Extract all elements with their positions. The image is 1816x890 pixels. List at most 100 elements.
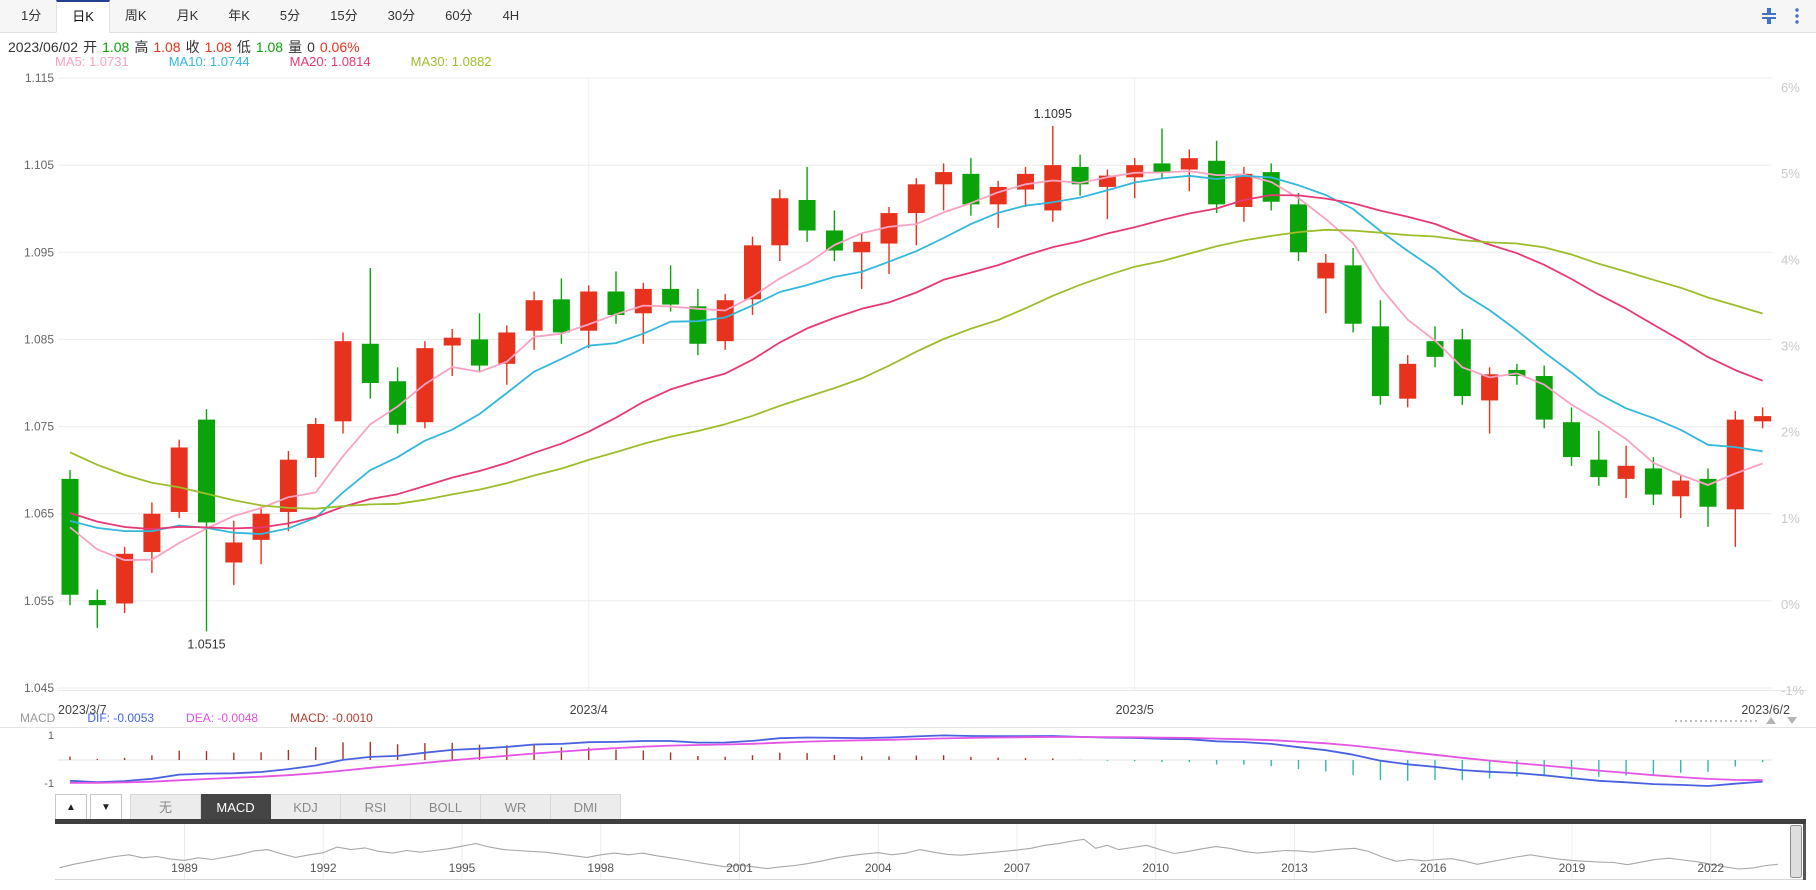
candle[interactable]	[1262, 163, 1280, 211]
candle[interactable]	[1290, 193, 1307, 261]
timeframe-tab-9[interactable]: 4H	[502, 8, 520, 23]
candle[interactable]	[1590, 430, 1608, 486]
candle[interactable]	[361, 267, 379, 399]
navigator-year-label: 2022	[1697, 861, 1724, 875]
candle[interactable]	[525, 291, 543, 350]
timeframe-tab-6[interactable]: 15分	[330, 8, 358, 23]
candle[interactable]	[1044, 125, 1062, 222]
pct-axis-label: 2%	[1781, 425, 1800, 440]
candle[interactable]	[962, 158, 980, 216]
candle[interactable]	[61, 470, 79, 606]
candle[interactable]	[1126, 158, 1144, 199]
candle[interactable]	[825, 210, 843, 261]
candle[interactable]	[1672, 474, 1690, 519]
indicator-tab-wr[interactable]: WR	[481, 794, 551, 820]
candle[interactable]	[1071, 154, 1089, 196]
timeframe-tab-0[interactable]: 1分	[21, 8, 42, 23]
candle[interactable]	[1754, 407, 1772, 429]
quote-part: 1.08	[255, 39, 284, 55]
navigator-year-label: 2019	[1559, 861, 1586, 875]
pct-axis-label: 3%	[1781, 339, 1800, 354]
candle[interactable]	[389, 367, 407, 434]
indicator-scroll-up-button[interactable]: ▲	[55, 794, 87, 820]
timeframe-tab-8[interactable]: 60分	[445, 8, 473, 23]
candle[interactable]	[279, 450, 297, 532]
candle[interactable]	[880, 206, 898, 275]
main-candle-chart[interactable]: 1.115 1.105 1.095 1.085 1.075 1.065 1.055 1.045…	[0, 70, 1816, 727]
candle[interactable]	[1344, 247, 1362, 333]
candle[interactable]	[252, 506, 270, 565]
candle[interactable]	[798, 166, 816, 242]
candle[interactable]	[498, 325, 516, 385]
quote-part: 开	[83, 39, 98, 55]
indicator-tab-boll[interactable]: BOLL	[411, 794, 481, 820]
candle[interactable]	[170, 439, 188, 519]
candle[interactable]	[225, 520, 243, 586]
candle[interactable]	[1399, 355, 1417, 408]
candle[interactable]	[1481, 367, 1499, 434]
candle[interactable]	[116, 546, 134, 614]
range-down-icon[interactable]	[1787, 717, 1797, 724]
indicator-tab-kdj[interactable]: KDJ	[271, 794, 341, 820]
candle[interactable]	[1208, 140, 1226, 214]
candle[interactable]	[580, 285, 598, 349]
timeframe-tab-7[interactable]: 30分	[387, 8, 416, 23]
candle[interactable]	[307, 417, 325, 478]
candle[interactable]	[143, 502, 161, 573]
indicator-scroll-down-button[interactable]: ▼	[90, 794, 122, 820]
timeframe-tab-5[interactable]: 5分	[279, 8, 301, 23]
timeframe-tab-4[interactable]: 年K	[228, 8, 250, 23]
dea-line	[69, 736, 1763, 784]
candle[interactable]	[1617, 445, 1635, 499]
candle[interactable]	[744, 236, 761, 316]
candle[interactable]	[853, 233, 871, 289]
candle[interactable]	[334, 332, 352, 434]
ma-legend-item-ma10: MA10: 1.0744	[168, 54, 250, 69]
range-up-icon[interactable]	[1766, 717, 1776, 724]
macd-part: MACD	[20, 711, 56, 725]
candle[interactable]	[907, 178, 925, 246]
ma-legend-item-ma30: MA30: 1.0882	[410, 54, 492, 69]
candle[interactable]	[1371, 300, 1389, 405]
candle[interactable]	[1535, 365, 1553, 429]
indicator-tab-macd[interactable]: MACD	[201, 794, 271, 820]
quote-part: 0	[307, 39, 315, 55]
candle[interactable]	[1644, 457, 1662, 505]
candle[interactable]	[1726, 410, 1744, 547]
macd-part: DIF: -0.0053	[87, 711, 155, 725]
navigator-history-line	[59, 838, 1778, 870]
navigator-slider-handle[interactable]	[1790, 825, 1802, 878]
navigator-year-label: 2007	[1004, 861, 1031, 875]
candle[interactable]	[989, 180, 1007, 228]
navigator-chart[interactable]: 1989 1992 1995 1998 2001 2004 2007 2010 2013 2016…	[55, 824, 1806, 880]
timeframe-tab-3[interactable]: 月K	[176, 8, 199, 23]
candle[interactable]	[88, 589, 106, 628]
dif-line	[69, 734, 1763, 787]
indicator-tab-dmi[interactable]: DMI	[551, 794, 621, 820]
candle[interactable]	[1699, 468, 1717, 527]
candle[interactable]	[662, 265, 680, 312]
candle[interactable]	[1317, 254, 1335, 314]
timeframe-tab-2[interactable]: 周K	[124, 8, 147, 23]
candle[interactable]	[471, 313, 488, 373]
macd-axis-label: 1	[48, 730, 54, 742]
candle[interactable]	[198, 409, 215, 632]
candle[interactable]	[935, 163, 953, 211]
ma-legend-item-ma5: MA5: 1.0731	[55, 54, 129, 69]
indicator-tab-rsi[interactable]: RSI	[341, 794, 411, 820]
ma10-line	[69, 174, 1763, 535]
collapse-icon[interactable]	[1760, 7, 1778, 25]
timeframe-tabs: 1分 日K 周K 月K 年K 5分 15分 30分 60分 4H	[6, 0, 534, 33]
more-menu-icon[interactable]	[1794, 7, 1800, 25]
candle[interactable]	[443, 328, 461, 377]
candle[interactable]	[1153, 128, 1171, 179]
indicator-tab-无[interactable]: 无	[131, 794, 201, 820]
quote-part: 1.08	[102, 39, 130, 55]
candle[interactable]	[1563, 407, 1580, 466]
macd-chart[interactable]: 1 -1	[0, 727, 1816, 791]
range-adjust-control[interactable]	[1675, 717, 1797, 724]
navigator-year-label: 2016	[1420, 861, 1447, 875]
candle[interactable]	[771, 189, 789, 261]
timeframe-tab-1[interactable]: 日K	[56, 0, 110, 33]
candle[interactable]	[716, 294, 734, 350]
